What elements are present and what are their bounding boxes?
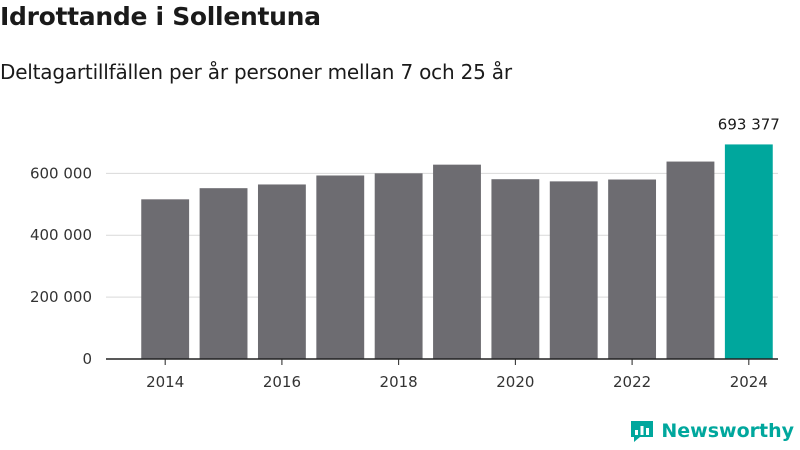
- y-tick-label: 400 000: [30, 226, 92, 244]
- bar-2015[interactable]: [199, 188, 248, 359]
- bar-2019[interactable]: [433, 164, 481, 359]
- bar-2016[interactable]: [257, 184, 306, 359]
- y-tick-label: 0: [82, 350, 92, 368]
- bar-2020[interactable]: [491, 179, 540, 359]
- bar-2017[interactable]: [316, 175, 365, 359]
- x-tick-label: 2016: [263, 373, 301, 391]
- bar-2023[interactable]: [666, 161, 715, 359]
- brand-name: Newsworthy: [661, 420, 794, 442]
- y-tick-label: 600 000: [30, 164, 92, 182]
- bar-2021[interactable]: [549, 181, 598, 359]
- bar-2014[interactable]: [141, 199, 190, 359]
- x-tick-label: 2020: [496, 373, 534, 391]
- chart-title: Idrottande i Sollentuna: [0, 2, 321, 31]
- newsworthy-logo-icon: [631, 421, 654, 442]
- bar-2022[interactable]: [608, 179, 657, 359]
- labels: 0 200 000 400 000 600 000 2014 2016 2018 2020 20…: [30, 115, 780, 391]
- chart-subtitle: Deltagartillfällen per år personer mella…: [0, 60, 512, 84]
- bars: [141, 144, 773, 359]
- newsworthy-brand[interactable]: Newsworthy: [629, 418, 794, 444]
- bar-chart: 0 200 000 400 000 600 000 2014 2016 2018 2020 20…: [30, 115, 780, 391]
- x-tick-label: 2014: [146, 373, 184, 391]
- x-tick-label: 2018: [380, 373, 418, 391]
- axes: [106, 358, 778, 365]
- highlight-data-label: 693 377: [718, 115, 780, 133]
- x-tick-label: 2022: [613, 373, 651, 391]
- bar-2018[interactable]: [374, 173, 423, 359]
- y-tick-label: 200 000: [30, 288, 92, 306]
- x-tick-label: 2024: [730, 373, 768, 391]
- bar-2024[interactable]: [724, 144, 773, 359]
